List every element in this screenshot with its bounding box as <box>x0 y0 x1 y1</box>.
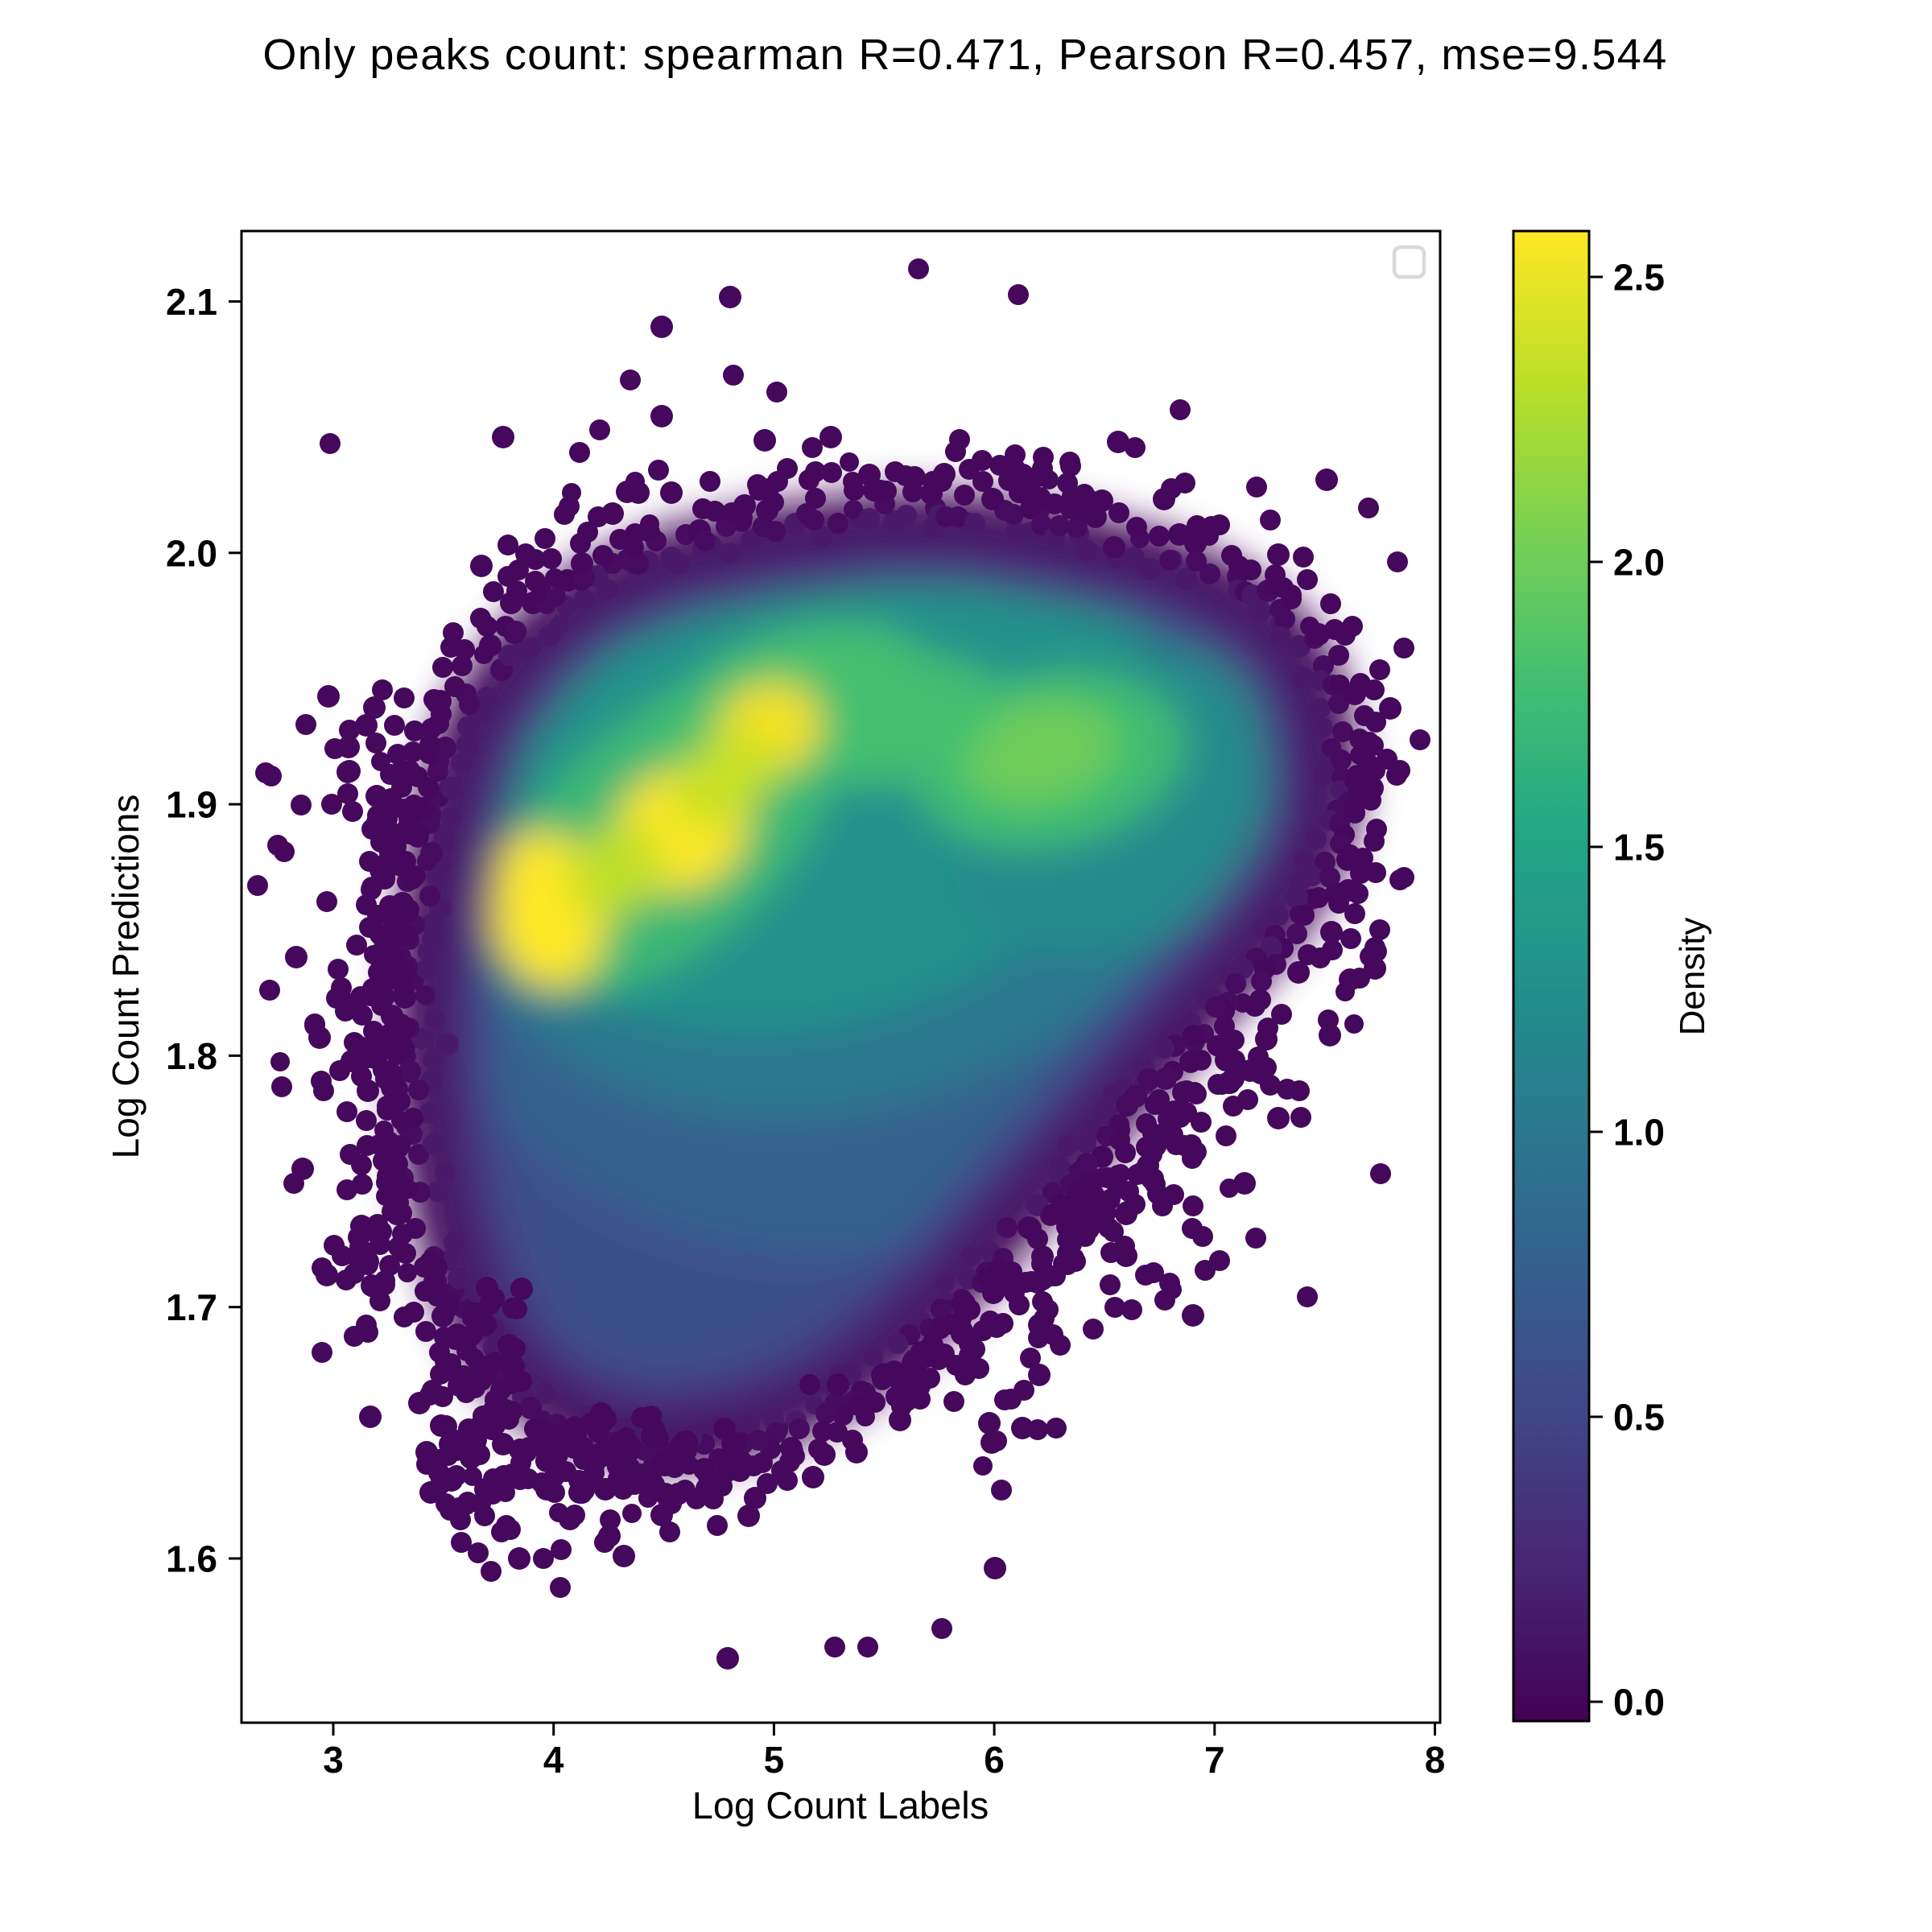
svg-text:7: 7 <box>1204 1739 1225 1781</box>
svg-text:Density: Density <box>1673 918 1712 1036</box>
svg-text:5: 5 <box>764 1739 785 1781</box>
svg-text:8: 8 <box>1425 1739 1446 1781</box>
svg-text:Only peaks count: spearman R=0: Only peaks count: spearman R=0.471, Pear… <box>262 31 1667 79</box>
svg-text:2.5: 2.5 <box>1613 257 1665 299</box>
svg-text:1.8: 1.8 <box>166 1035 217 1077</box>
svg-text:Log Count Labels: Log Count Labels <box>692 1784 989 1827</box>
svg-text:0.0: 0.0 <box>1613 1682 1665 1724</box>
svg-text:1.9: 1.9 <box>166 784 217 826</box>
svg-text:2.1: 2.1 <box>166 281 217 323</box>
svg-text:1.7: 1.7 <box>166 1286 217 1328</box>
svg-text:1.0: 1.0 <box>1613 1112 1665 1154</box>
svg-text:0.5: 0.5 <box>1613 1397 1665 1439</box>
svg-text:1.5: 1.5 <box>1613 827 1665 869</box>
svg-text:4: 4 <box>543 1739 564 1781</box>
svg-text:Log Count Predictions: Log Count Predictions <box>105 795 147 1159</box>
svg-text:3: 3 <box>323 1739 344 1781</box>
svg-text:6: 6 <box>984 1739 1005 1781</box>
svg-text:1.6: 1.6 <box>166 1538 217 1580</box>
svg-text:2.0: 2.0 <box>1613 542 1665 584</box>
svg-text:2.0: 2.0 <box>166 532 217 574</box>
